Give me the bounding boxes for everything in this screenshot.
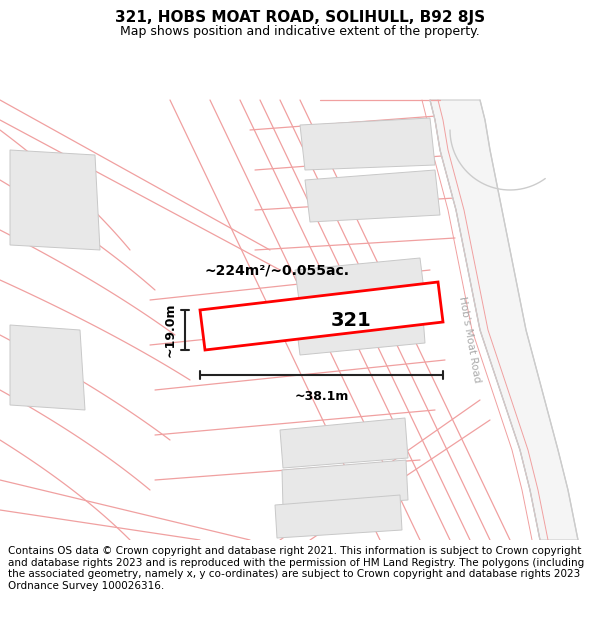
Text: ~38.1m: ~38.1m <box>295 390 349 403</box>
Polygon shape <box>305 170 440 222</box>
Text: 321: 321 <box>331 311 372 331</box>
Text: Hob's Moat Road: Hob's Moat Road <box>457 296 482 384</box>
Polygon shape <box>300 118 435 170</box>
Polygon shape <box>295 303 425 355</box>
Polygon shape <box>200 282 443 350</box>
Text: ~19.0m: ~19.0m <box>164 302 177 358</box>
Text: 321, HOBS MOAT ROAD, SOLIHULL, B92 8JS: 321, HOBS MOAT ROAD, SOLIHULL, B92 8JS <box>115 10 485 25</box>
Polygon shape <box>10 150 100 250</box>
Polygon shape <box>295 258 425 308</box>
Polygon shape <box>275 495 402 538</box>
Polygon shape <box>282 460 408 508</box>
Polygon shape <box>430 100 578 540</box>
Polygon shape <box>10 325 85 410</box>
Text: Contains OS data © Crown copyright and database right 2021. This information is : Contains OS data © Crown copyright and d… <box>8 546 584 591</box>
Text: Map shows position and indicative extent of the property.: Map shows position and indicative extent… <box>120 24 480 38</box>
Polygon shape <box>280 418 408 468</box>
Text: ~224m²/~0.055ac.: ~224m²/~0.055ac. <box>205 264 350 278</box>
